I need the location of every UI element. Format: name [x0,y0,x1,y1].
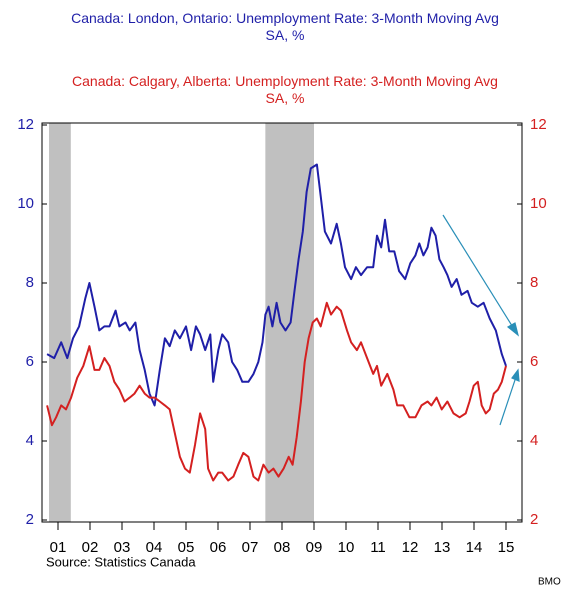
x-tick-label: 07 [242,539,259,556]
x-tick-label: 03 [114,539,131,556]
series-line [46,301,507,482]
arrow-line [442,214,515,330]
x-tick-label: 01 [50,539,67,556]
y2-tick-label: 2 [530,511,538,528]
arrow-head [511,368,520,382]
y-tick-label: 6 [26,353,34,370]
y2-tick-label: 4 [530,432,538,449]
series-title: Canada: Calgary, Alberta: Unemployment R… [72,73,498,106]
y-tick-label: 10 [17,195,34,212]
x-tick-label: 14 [466,539,483,556]
x-tick-label: 10 [338,539,355,556]
arrow-line [499,376,517,426]
x-tick-label: 06 [210,539,227,556]
y2-tick-label: 8 [530,274,538,291]
credit: BMO [538,577,561,588]
recession-band [49,123,71,522]
arrow-head [506,322,520,337]
y2-tick-label: 10 [530,195,547,212]
x-tick-label: 02 [82,539,99,556]
arrow [442,214,520,426]
x-tick-label: 04 [146,539,163,556]
y2-tick-label: 12 [530,116,547,133]
y2-tick-label: 6 [530,353,538,370]
x-tick-label: 13 [434,539,451,556]
x-tick-label: 05 [178,539,195,556]
x-tick-label: 08 [274,539,291,556]
x-tick-label: 09 [306,539,323,556]
source: Source: Statistics Canada [46,554,196,569]
y-tick-label: 2 [26,511,34,528]
y-tick-label: 12 [17,116,34,133]
x-tick-label: 11 [370,539,386,556]
series-title: Canada: London, Ontario: Unemployment Ra… [71,10,499,43]
x-tick-label: 12 [402,539,419,556]
y-tick-label: 4 [26,432,34,449]
x-tick-label: 15 [498,539,515,556]
y-tick-label: 8 [26,274,34,291]
series-line [46,163,507,407]
